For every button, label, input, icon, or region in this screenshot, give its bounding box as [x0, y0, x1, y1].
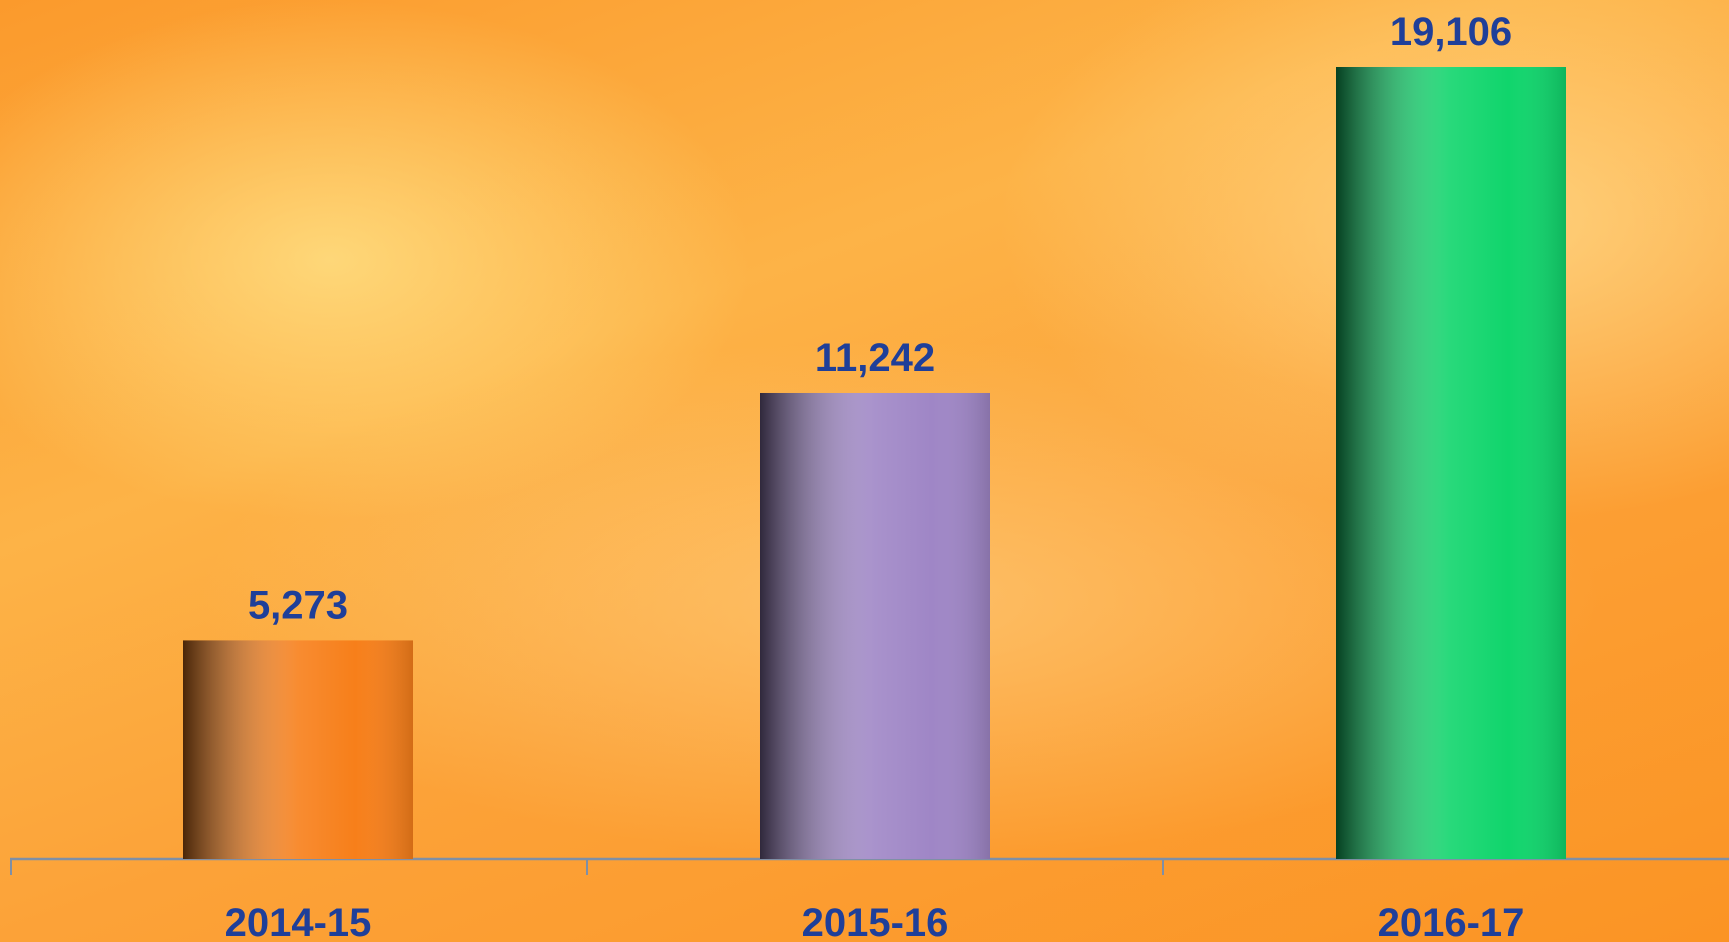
bar-shade — [760, 392, 990, 859]
value-label: 11,242 — [815, 336, 935, 380]
x-tick-label: 2016-17 — [1378, 901, 1525, 942]
x-tick-label: 2015-16 — [802, 901, 949, 942]
bar-shade — [1336, 67, 1566, 859]
bar-shade — [183, 640, 413, 859]
value-label: 19,106 — [1390, 10, 1512, 54]
x-tick-label: 2014-15 — [225, 901, 372, 942]
value-label: 5,273 — [248, 583, 348, 627]
